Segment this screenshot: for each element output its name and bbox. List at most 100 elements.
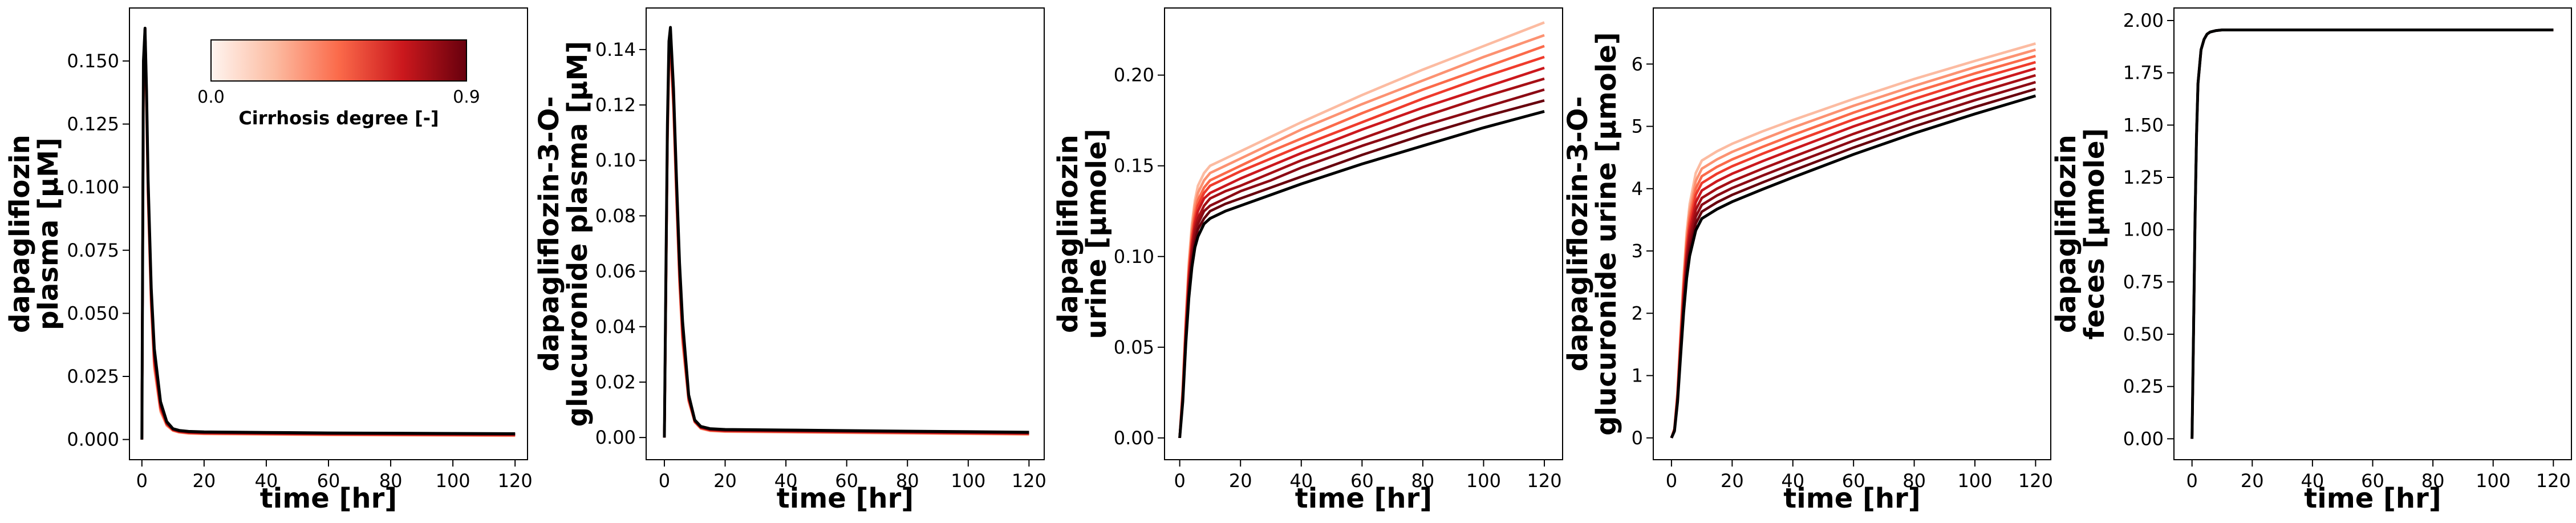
series-line-8 — [2190, 29, 2554, 439]
y-tick-label: 0.150 — [67, 50, 119, 72]
y-tick-label: 0.75 — [2123, 271, 2164, 293]
x-tick-label: 80 — [1902, 470, 1926, 492]
y-tick-label: 0.050 — [67, 302, 119, 324]
y-axis-label-line-2: urine [μmole] — [1081, 129, 1113, 339]
y-tick-label: 1.25 — [2123, 167, 2164, 188]
plot-frame — [1653, 7, 2051, 460]
y-tick-label: 0.00 — [595, 427, 636, 448]
y-axis-label-line-1: dapagliflozin — [2050, 135, 2082, 333]
series-line-5 — [1670, 67, 2037, 439]
y-tick-label: 2 — [1632, 302, 1643, 324]
panel-3: 0 20 40 60 80 100 120 0.00 0.05 0.10 0.15 0.20 time … — [1052, 7, 1563, 514]
x-tick-label: 80 — [379, 470, 403, 492]
y-axis-label-line-2: glucuronide plasma [μM] — [562, 41, 594, 427]
series-line-9 — [1670, 94, 2037, 439]
series-line-9 — [2190, 29, 2554, 439]
y-tick-label: 0.08 — [595, 205, 636, 226]
y-axis-label-line-2: glucuronide urine [μmole] — [1591, 32, 1622, 435]
panels: 0 20 40 60 80 100 1200.0000.0250.0500.0750.100… — [4, 7, 2572, 514]
x-tick-label: 40 — [2301, 470, 2325, 492]
series-line-7 — [2190, 29, 2554, 439]
y-tick-label: 0.10 — [595, 149, 636, 171]
x-tick-label: 60 — [317, 470, 340, 492]
series-line-9 — [663, 26, 1029, 438]
y-axis-label-line-1: dapagliflozin — [1052, 135, 1084, 333]
x-axis-label: time [hr] — [1783, 483, 1920, 514]
series-line-6 — [663, 34, 1029, 438]
y-tick-label: 0.100 — [67, 176, 119, 198]
x-axis-label: time [hr] — [777, 483, 914, 514]
x-tick-label: 0 — [1666, 470, 1677, 492]
y-tick-label: 0.02 — [595, 371, 636, 393]
x-tick-label: 60 — [2361, 470, 2384, 492]
x-tick-label: 20 — [1229, 470, 1252, 492]
series-line-7 — [1670, 80, 2037, 439]
plot-frame — [1164, 7, 1563, 460]
x-tick-label: 120 — [498, 470, 533, 492]
y-tick-label: 0 — [1632, 427, 1643, 449]
y-tick-label: 1.75 — [2123, 62, 2164, 84]
y-tick-label: 0.15 — [1114, 155, 1154, 177]
y-tick-label: 0.00 — [2123, 428, 2164, 449]
series-line-9 — [140, 26, 516, 440]
colorbar-min-label: 0.0 — [197, 87, 225, 107]
x-tick-label: 60 — [1350, 470, 1374, 492]
panel-1: 0 20 40 60 80 100 120 0.000 0.025 0.050 0.075 0.100… — [4, 7, 533, 514]
y-tick-label: 0.50 — [2123, 323, 2164, 345]
x-tick-label: 100 — [1957, 470, 1992, 492]
x-tick-label: 0 — [659, 470, 670, 492]
panel-2: 0 20 40 60 80 100 120 0.00 0.02 0.04 0.06 0.08 0.10 0… — [533, 7, 1046, 514]
x-tick-label: 20 — [2241, 470, 2264, 492]
x-tick-label: 40 — [774, 470, 798, 492]
x-tick-label: 120 — [2018, 470, 2053, 492]
series-line-6 — [1670, 74, 2037, 439]
series-line-9 — [1178, 110, 1545, 439]
y-tick-label: 0.00 — [1114, 427, 1154, 449]
panel-4: 0 20 40 60 80 100 120 0 1 2 3 4 5 6 time [hr] dapaglifl… — [1562, 7, 2053, 514]
series-line-8 — [663, 29, 1029, 438]
series-line-2 — [2190, 29, 2554, 439]
series-line-4 — [2190, 29, 2554, 439]
colorbar-bar — [210, 39, 467, 82]
y-tick-label: 0.25 — [2123, 376, 2164, 398]
y-tick-label: 2.00 — [2123, 10, 2164, 31]
y-tick-label: 0.10 — [1114, 246, 1154, 267]
series-line-6 — [2190, 29, 2554, 439]
x-tick-label: 100 — [951, 470, 985, 492]
x-axis-label: time [hr] — [1295, 483, 1432, 514]
x-tick-label: 80 — [1411, 470, 1435, 492]
series-line-1 — [2190, 29, 2554, 439]
y-tick-label: 1 — [1632, 365, 1643, 387]
x-tick-label: 40 — [255, 470, 278, 492]
series-line-2 — [1670, 48, 2037, 439]
x-tick-label: 100 — [1466, 470, 1501, 492]
series-line-5 — [2190, 29, 2554, 439]
y-tick-label: 4 — [1632, 178, 1643, 200]
y-tick-label: 0.06 — [595, 261, 636, 282]
x-tick-label: 0 — [2186, 470, 2198, 492]
y-axis-label-line-2: feces [μmole] — [2079, 128, 2111, 340]
series-line-4 — [1670, 60, 2037, 439]
series-line-8 — [1178, 99, 1545, 438]
x-tick-label: 120 — [2536, 470, 2571, 492]
x-tick-label: 100 — [2476, 470, 2510, 492]
y-tick-label: 0.04 — [595, 316, 636, 338]
panel-5: 0 20 40 60 80 100 120 0.00 0.25 0.50 0.75 1.00 1.25 1… — [2050, 7, 2572, 514]
series-line-6 — [1178, 77, 1545, 438]
x-tick-label: 40 — [1289, 470, 1313, 492]
x-tick-label: 40 — [1781, 470, 1804, 492]
plot-frame — [2173, 7, 2572, 460]
x-tick-label: 100 — [436, 470, 470, 492]
x-tick-label: 60 — [1842, 470, 1865, 492]
y-tick-label: 1.50 — [2123, 114, 2164, 136]
series-line-3 — [2190, 29, 2554, 439]
x-tick-label: 0 — [136, 470, 148, 492]
y-tick-label: 0.025 — [67, 366, 119, 387]
y-tick-label: 0.125 — [67, 113, 119, 135]
x-tick-label: 20 — [1721, 470, 1744, 492]
x-tick-label: 120 — [1527, 470, 1561, 492]
series-line-1 — [663, 48, 1029, 438]
x-tick-label: 60 — [835, 470, 858, 492]
x-axis-label: time [hr] — [2304, 483, 2441, 514]
series-line-1 — [1670, 42, 2037, 439]
